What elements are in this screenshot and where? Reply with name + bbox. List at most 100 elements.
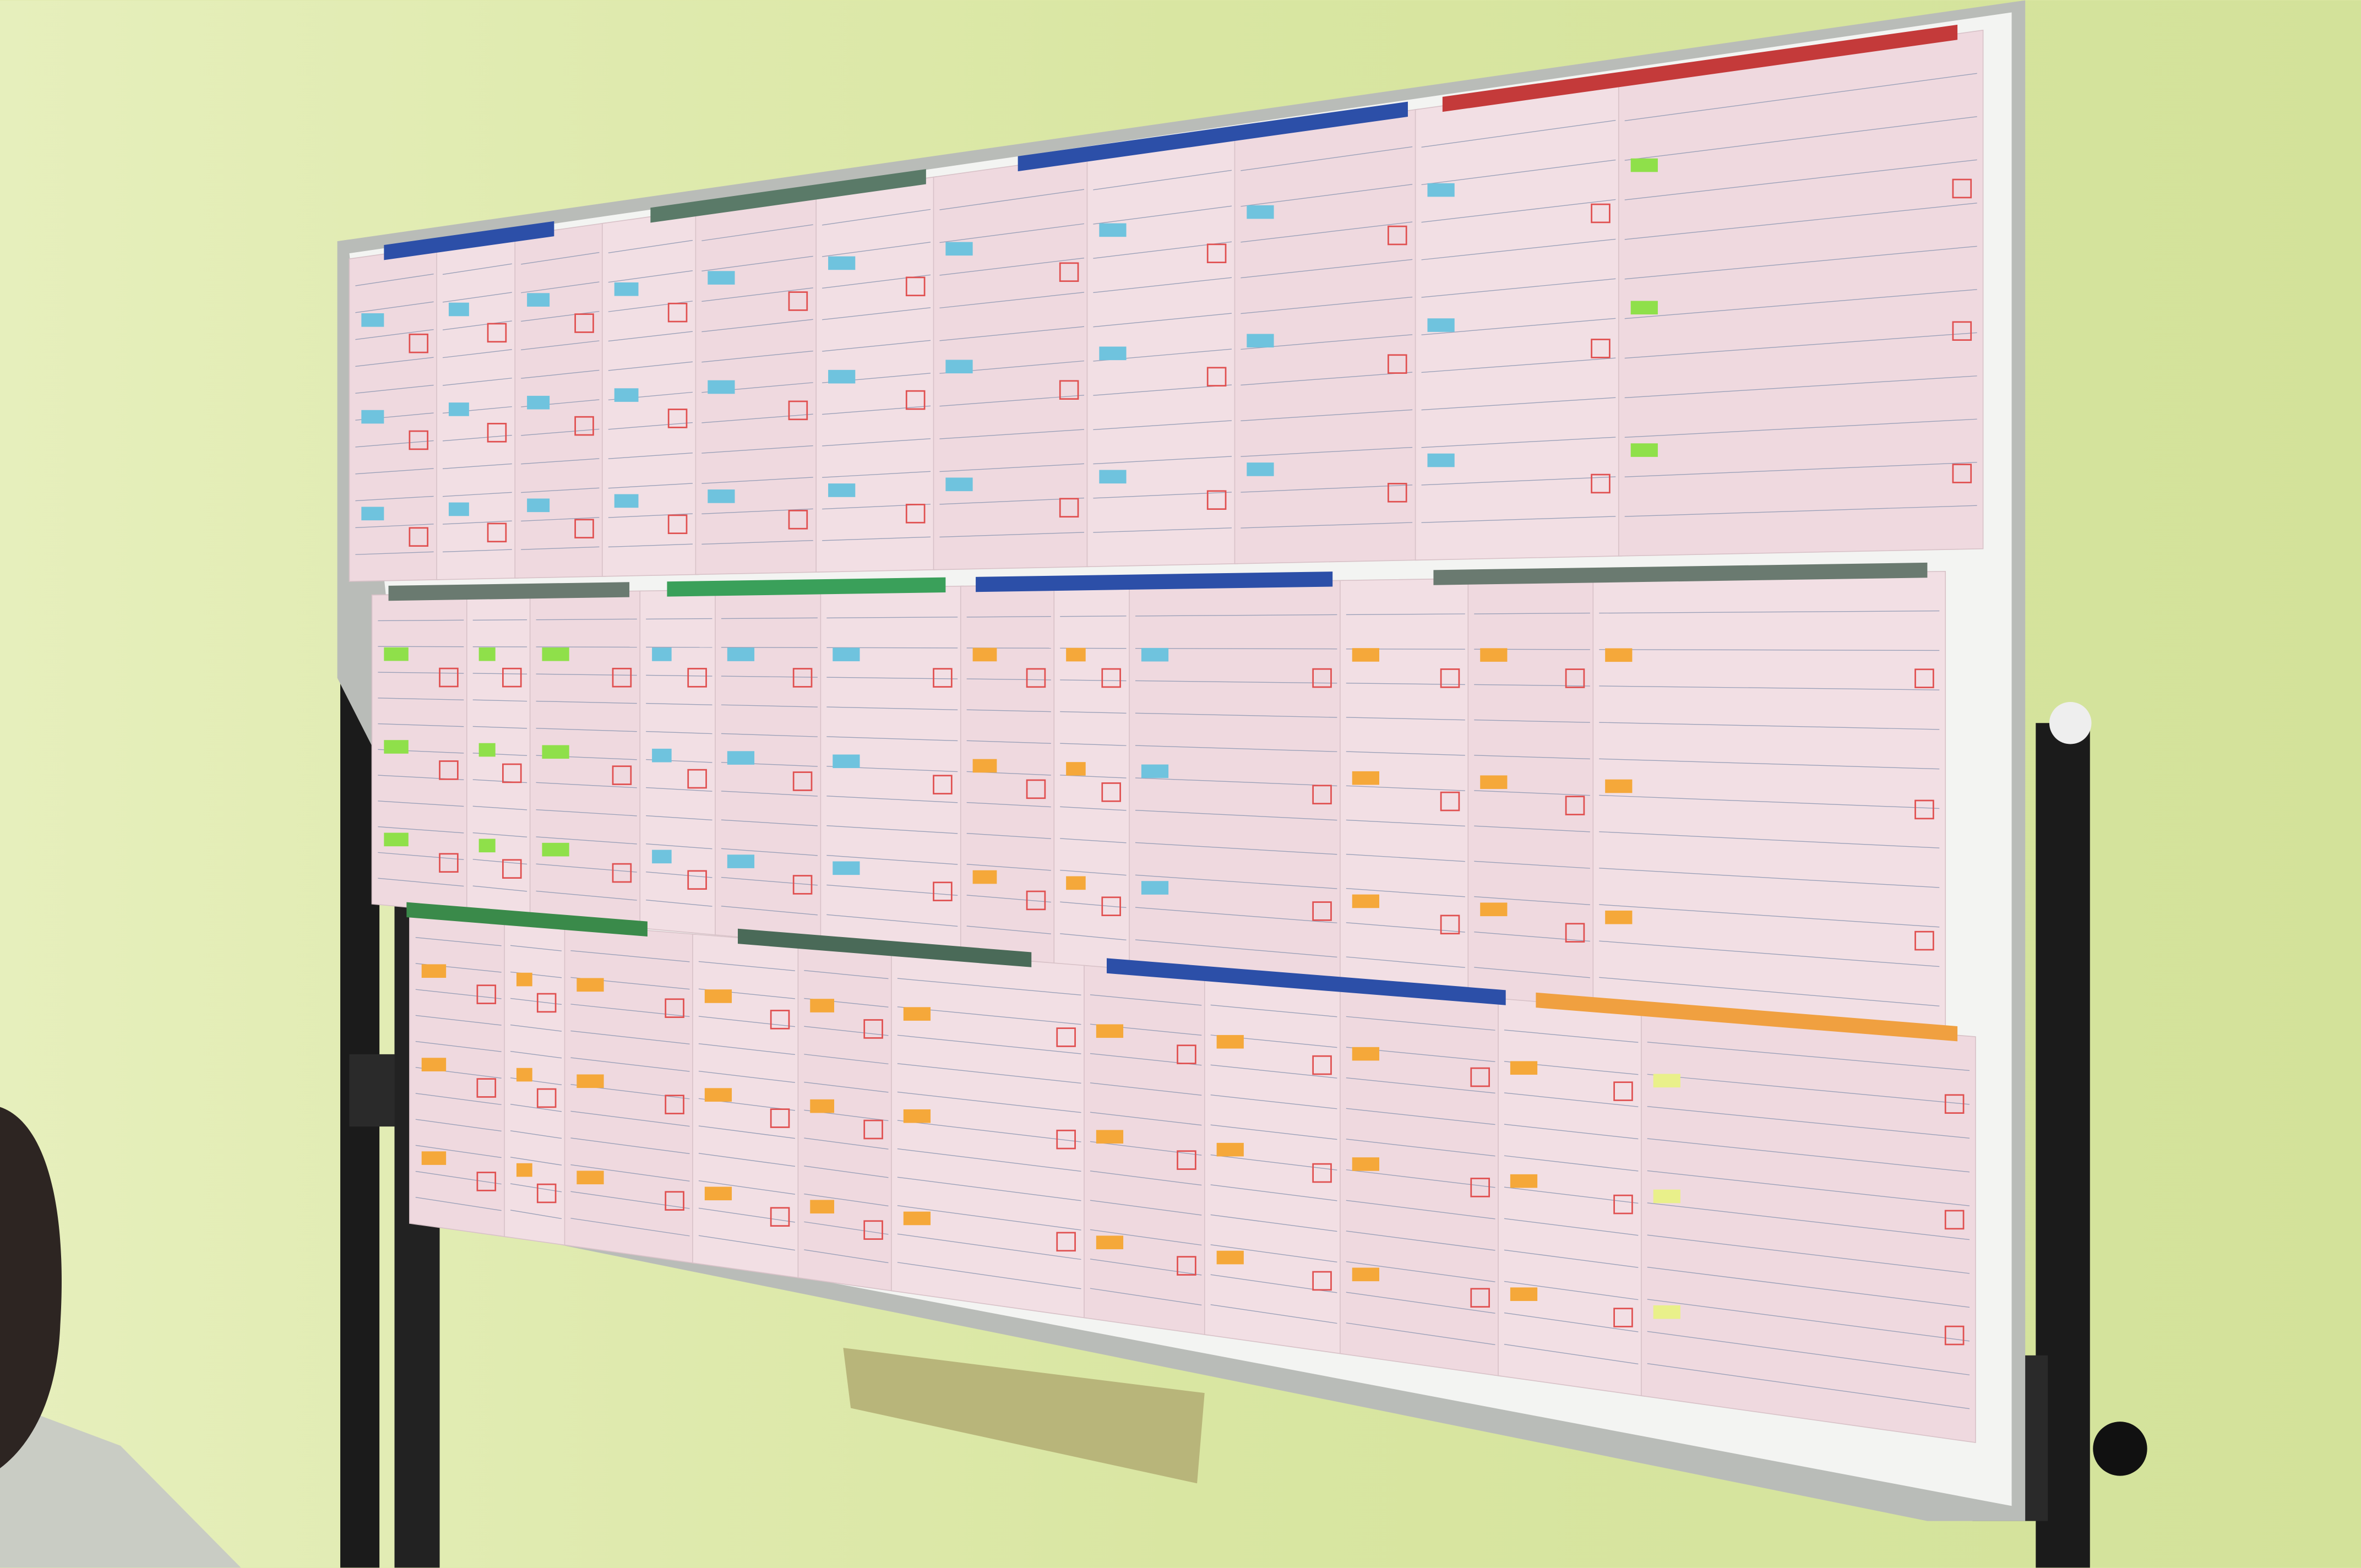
form-line [1090, 1288, 1202, 1306]
form-line [1624, 375, 1977, 399]
form-line [1647, 1074, 1970, 1105]
stamp [502, 859, 522, 879]
form-line [355, 468, 434, 475]
stamp [770, 1207, 790, 1227]
form-line [570, 950, 690, 962]
form-line [698, 1180, 796, 1195]
stamp [1206, 490, 1227, 510]
form-line [1647, 1331, 1970, 1375]
form-line [1241, 522, 1413, 529]
stamp [409, 430, 429, 450]
form-line [1647, 1202, 1970, 1240]
form-line [378, 723, 464, 727]
stamp [612, 765, 632, 785]
form-line [415, 1197, 502, 1211]
form-line [1090, 1259, 1202, 1276]
sticky-tab [1247, 205, 1274, 219]
form-line [1346, 1261, 1495, 1282]
form-line [698, 961, 795, 971]
form-line [536, 863, 637, 873]
stamp [476, 1172, 497, 1191]
form-line [521, 458, 600, 465]
stamp [1944, 1325, 1965, 1346]
form-line [701, 477, 813, 484]
form-line [355, 329, 434, 340]
form-line [1135, 680, 1337, 684]
sticky-tab [516, 1163, 532, 1177]
form-line [1504, 1124, 1639, 1140]
form-line [721, 676, 818, 678]
form-line [442, 292, 512, 303]
form-line [1421, 159, 1616, 186]
stand-clamp [349, 1054, 395, 1127]
form-line [1346, 1108, 1495, 1125]
form-line [826, 647, 958, 649]
sticky-tab [448, 302, 469, 317]
form-line [1599, 940, 1940, 967]
stamp [863, 1220, 883, 1240]
form-line [1474, 932, 1590, 942]
form-line [1241, 259, 1413, 279]
form-line [1241, 184, 1413, 207]
form-line [521, 487, 600, 493]
form-line [536, 700, 637, 704]
form-line [966, 895, 1051, 903]
form-line [1599, 610, 1940, 614]
paper [1084, 965, 1209, 1336]
sticky-tab [652, 748, 672, 763]
form-line [646, 815, 712, 821]
stamp [1388, 225, 1407, 246]
form-line [966, 864, 1051, 871]
stamp [1312, 668, 1332, 688]
sticky-tab [1427, 183, 1455, 197]
stamp [1056, 1129, 1076, 1150]
stamp [687, 668, 707, 688]
form-line [1060, 838, 1127, 843]
sticky-tab [727, 751, 755, 765]
stamp [1565, 923, 1585, 943]
form-line [966, 832, 1051, 839]
form-line [1241, 146, 1413, 171]
form-line [826, 617, 958, 619]
form-line [1474, 825, 1590, 832]
form-line [1624, 418, 1977, 438]
form-line [822, 242, 931, 257]
stamp [1026, 779, 1046, 799]
form-line [521, 340, 600, 351]
form-line [1599, 977, 1940, 1007]
form-line [1346, 853, 1465, 862]
form-line [701, 224, 813, 241]
form-line [1346, 1139, 1495, 1157]
form-line [378, 672, 464, 674]
form-line [1599, 831, 1940, 848]
sticky-tab [708, 489, 735, 503]
form-line [1346, 1322, 1495, 1346]
form-line [1599, 758, 1940, 770]
sticky-tab [1066, 876, 1086, 890]
form-line [822, 209, 931, 226]
form-line [1346, 888, 1465, 897]
sticky-tab [652, 850, 672, 864]
form-line [1504, 1155, 1639, 1172]
form-line [1210, 1064, 1337, 1079]
form-line [1060, 679, 1127, 682]
form-line [1421, 119, 1616, 148]
form-line [1599, 722, 1940, 730]
stamp [1565, 668, 1585, 688]
form-line [1647, 1266, 1970, 1308]
sticky-tab [448, 502, 469, 516]
stamp [667, 514, 688, 535]
paper [1640, 1009, 1976, 1444]
stamp [1056, 1027, 1076, 1047]
stamp [788, 510, 808, 530]
form-line [1346, 751, 1465, 756]
paper [564, 923, 697, 1264]
sticky-tab [384, 647, 409, 661]
sticky-tab [1099, 223, 1127, 237]
form-line [1135, 745, 1337, 752]
stand-knob [2093, 1422, 2147, 1476]
form-line [939, 532, 1085, 538]
sticky-tab [478, 743, 496, 757]
form-line [415, 1093, 502, 1106]
form-line [1093, 492, 1232, 499]
